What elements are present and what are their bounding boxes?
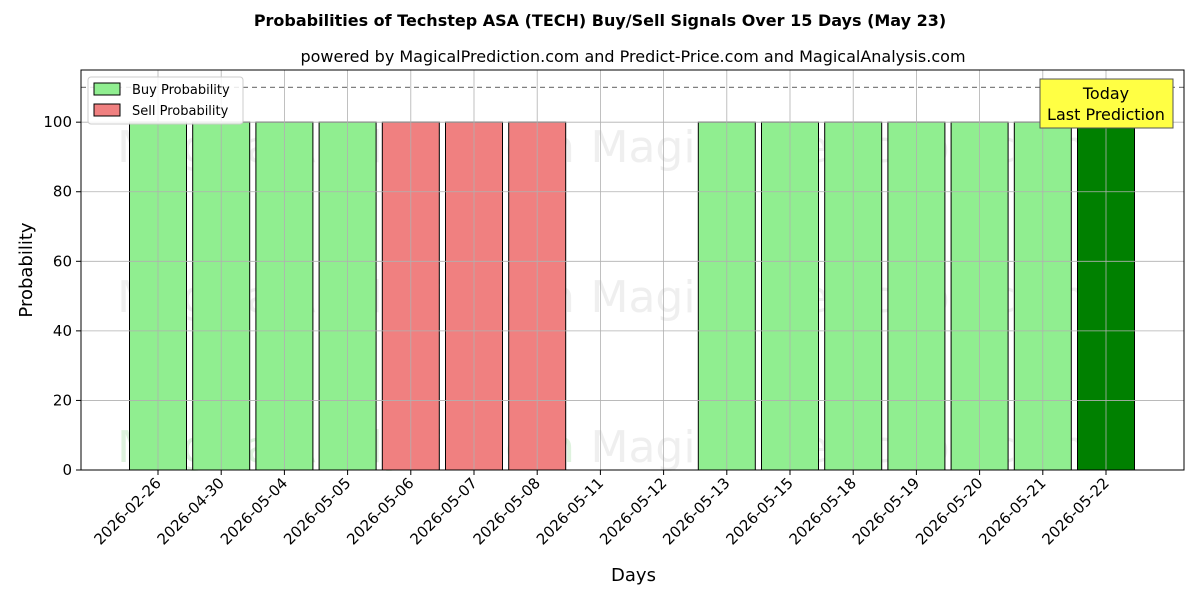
- y-tick-label: 40: [53, 322, 72, 340]
- x-tick-label: 2026-05-22: [1038, 474, 1112, 548]
- legend-swatch-buy: [93, 82, 121, 96]
- x-tick-label: 2026-05-18: [786, 474, 860, 548]
- x-tick-label: 2026-05-04: [217, 474, 291, 548]
- legend-label-sell: Sell Probability: [132, 104, 229, 119]
- x-tick-label: 2026-05-20: [912, 474, 986, 548]
- plot-area: MagicalAnalysis.comMagicalPrediction.com…: [16, 69, 1185, 586]
- y-tick-label: 100: [43, 113, 72, 131]
- legend-label-buy: Buy Probability: [132, 83, 230, 98]
- y-tick-label: 80: [53, 183, 72, 201]
- x-tick-label: 2026-04-30: [154, 474, 228, 548]
- annotation-line-2: Last Prediction: [1047, 105, 1165, 124]
- y-tick-label: 60: [53, 252, 72, 270]
- x-tick-label: 2026-05-08: [470, 474, 544, 548]
- y-tick-label: 0: [62, 461, 72, 479]
- x-tick-label: 2026-05-07: [406, 474, 480, 548]
- legend-swatch-sell: [93, 103, 121, 117]
- x-tick-label: 2026-05-11: [533, 474, 607, 548]
- today-annotation: Today Last Prediction: [1039, 78, 1174, 129]
- legend-box: [87, 76, 244, 125]
- x-tick-label: 2026-05-19: [849, 474, 923, 548]
- legend: Buy Probability Sell Probability: [87, 76, 244, 125]
- x-tick-label: 2026-05-15: [722, 474, 796, 548]
- x-tick-label: 2026-05-13: [659, 474, 733, 548]
- annotation-line-1: Today: [1082, 84, 1129, 103]
- x-tick-label: 2026-05-12: [596, 474, 670, 548]
- chart-title: Probabilities of Techstep ASA (TECH) Buy…: [254, 11, 946, 30]
- x-tick-label: 2026-05-05: [280, 474, 354, 548]
- x-axis-label: Days: [611, 565, 656, 586]
- y-tick-label: 20: [53, 391, 72, 409]
- y-axis-label: Probability: [16, 222, 37, 317]
- x-tick-label: 2026-05-06: [343, 474, 417, 548]
- annotation-box: [1039, 78, 1174, 129]
- chart-subtitle: powered by MagicalPrediction.com and Pre…: [300, 47, 965, 66]
- x-tick-label: 2026-05-21: [975, 474, 1049, 548]
- x-tick-label: 2026-02-26: [90, 474, 164, 548]
- axes-frame: [80, 69, 1185, 471]
